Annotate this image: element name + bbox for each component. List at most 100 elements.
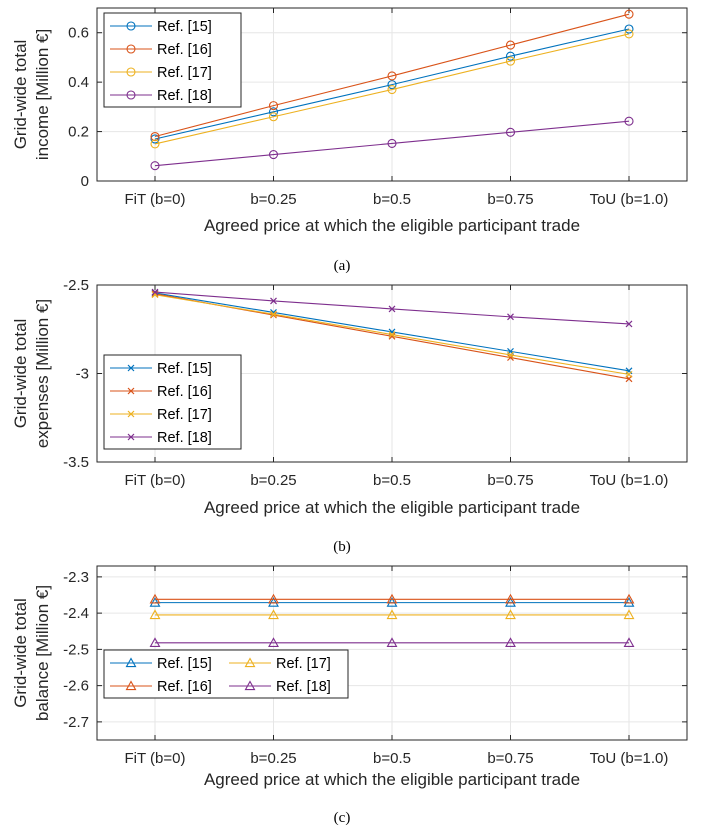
legend-label: Ref. [15]: [157, 656, 212, 672]
legend-swatch-marker: [127, 433, 135, 441]
legend-item: Ref. [18]: [110, 430, 212, 446]
x-tick-label: FiT (b=0): [125, 191, 186, 208]
legend-swatch-marker: [126, 44, 136, 54]
data-point: [505, 56, 516, 66]
x-tick-label: FiT (b=0): [125, 472, 186, 489]
data-point: [624, 116, 634, 126]
legend-label: Ref. [17]: [157, 65, 212, 81]
data-point: [151, 288, 159, 296]
series-3: [150, 29, 634, 149]
data-point: [386, 593, 398, 604]
y-tick-label: -2.6: [63, 678, 89, 695]
legend-item: Ref. [15]: [110, 19, 212, 35]
legend-item: Ref. [16]: [110, 42, 212, 58]
legend-label: Ref. [18]: [157, 88, 212, 104]
legend-item: Ref. [15]: [110, 361, 212, 377]
legend-item: Ref. [16]: [110, 384, 212, 400]
data-point: [507, 351, 514, 359]
data-point: [388, 331, 396, 338]
legend-item: Ref. [17]: [229, 656, 331, 672]
legend-label: Ref. [18]: [157, 430, 212, 446]
data-point: [268, 107, 279, 117]
data-point: [387, 85, 397, 95]
data-point: [149, 609, 161, 620]
x-tick-label: b=0.5: [373, 750, 411, 767]
legend-label: Ref. [15]: [157, 19, 212, 35]
legend-item: Ref. [18]: [110, 88, 212, 104]
series-4: [149, 637, 635, 647]
x-tick-label: ToU (b=1.0): [590, 472, 669, 489]
y-tick-label: -3: [76, 366, 89, 383]
legend-label: Ref. [16]: [157, 42, 212, 58]
y-tick-label: -2.7: [63, 714, 89, 731]
legend-swatch-marker: [126, 67, 136, 77]
data-point: [505, 593, 516, 604]
legend-item: Ref. [16]: [110, 679, 212, 695]
y-tick-label: -2.3: [63, 569, 89, 586]
data-point: [268, 112, 279, 122]
panel-caption: (b): [333, 539, 351, 555]
y-tick-label: -3.5: [63, 454, 89, 471]
x-tick-label: b=0.25: [250, 191, 296, 208]
legend: Ref. [15] Ref. [16] Ref. [17] Ref. [18]: [103, 649, 349, 699]
legend-swatch-marker: [244, 657, 256, 668]
legend-label: Ref. [16]: [157, 384, 212, 400]
data-point: [268, 596, 279, 607]
y-tick-label: 0: [81, 173, 89, 190]
y-axis-label-line: Grid-wide total: [11, 319, 30, 429]
data-point: [268, 101, 279, 111]
series-3: [149, 609, 635, 620]
data-point: [387, 71, 397, 81]
data-point: [624, 9, 634, 19]
x-tick-label: b=0.75: [487, 472, 533, 489]
legend-box: [103, 649, 349, 699]
data-point: [505, 40, 516, 50]
data-point: [270, 311, 277, 319]
x-tick-label: ToU (b=1.0): [590, 750, 669, 767]
x-tick-label: ToU (b=1.0): [590, 191, 669, 208]
x-tick-label: b=0.25: [250, 472, 296, 489]
series-line: [154, 28, 630, 140]
legend-label: Ref. [16]: [157, 679, 212, 695]
legend-label: Ref. [18]: [276, 679, 331, 695]
x-tick-label: b=0.75: [487, 750, 533, 767]
panel-caption: (c): [334, 810, 351, 826]
legend-swatch-marker: [127, 364, 135, 372]
legend-swatch-marker: [125, 657, 137, 668]
data-point: [270, 310, 277, 318]
data-point: [623, 637, 635, 647]
y-axis-label-line: Grid-wide total: [11, 598, 30, 708]
data-point: [386, 609, 398, 620]
data-point: [386, 637, 398, 647]
x-tick-label: b=0.5: [373, 191, 411, 208]
data-point: [388, 305, 396, 313]
chart-expenses-panel: FiT (b=0) b=0.25 b=0.5 b=0.75 ToU (b=1.0) -3.…: [11, 277, 688, 555]
data-point: [623, 596, 635, 607]
y-axis-label: Grid-wide total balance [Million €]: [11, 585, 52, 721]
y-axis-label-line: Grid-wide total: [11, 40, 30, 150]
series-4: [150, 116, 634, 171]
y-tick-label: -2.4: [63, 605, 89, 622]
x-axis-label: Agreed price at which the eligible parti…: [204, 216, 580, 235]
legend-item: Ref. [17]: [110, 65, 212, 81]
data-point: [150, 161, 160, 171]
data-point: [150, 131, 160, 142]
legend-label: Ref. [15]: [157, 361, 212, 377]
legend-box: [103, 354, 242, 450]
legend-swatch-marker: [127, 387, 135, 395]
series-line: [154, 120, 630, 167]
y-tick-label: -2.5: [63, 641, 89, 658]
legend: Ref. [15] Ref. [16] Ref. [17] Ref. [18]: [103, 354, 242, 450]
series-4: [151, 288, 633, 328]
data-point: [625, 320, 633, 328]
series-line: [154, 13, 630, 138]
chart-income-panel: FiT (b=0) b=0.25 b=0.5 b=0.75 ToU (b=1.0) 0 0.…: [11, 7, 688, 274]
data-point: [624, 24, 634, 34]
series-2: [150, 9, 634, 142]
data-point: [387, 138, 397, 148]
legend-item: Ref. [18]: [229, 679, 331, 695]
data-point: [386, 596, 398, 607]
legend-swatch-marker: [125, 680, 137, 691]
legend-swatch-marker: [126, 90, 136, 100]
